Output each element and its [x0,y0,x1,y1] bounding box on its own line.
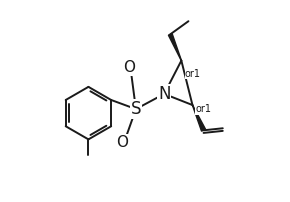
Polygon shape [192,105,206,131]
Text: O: O [116,135,128,150]
Text: or1: or1 [196,104,212,114]
Text: S: S [131,100,141,118]
Text: or1: or1 [185,69,201,79]
Text: N: N [158,85,171,103]
Text: O: O [123,60,135,75]
Polygon shape [168,34,182,61]
